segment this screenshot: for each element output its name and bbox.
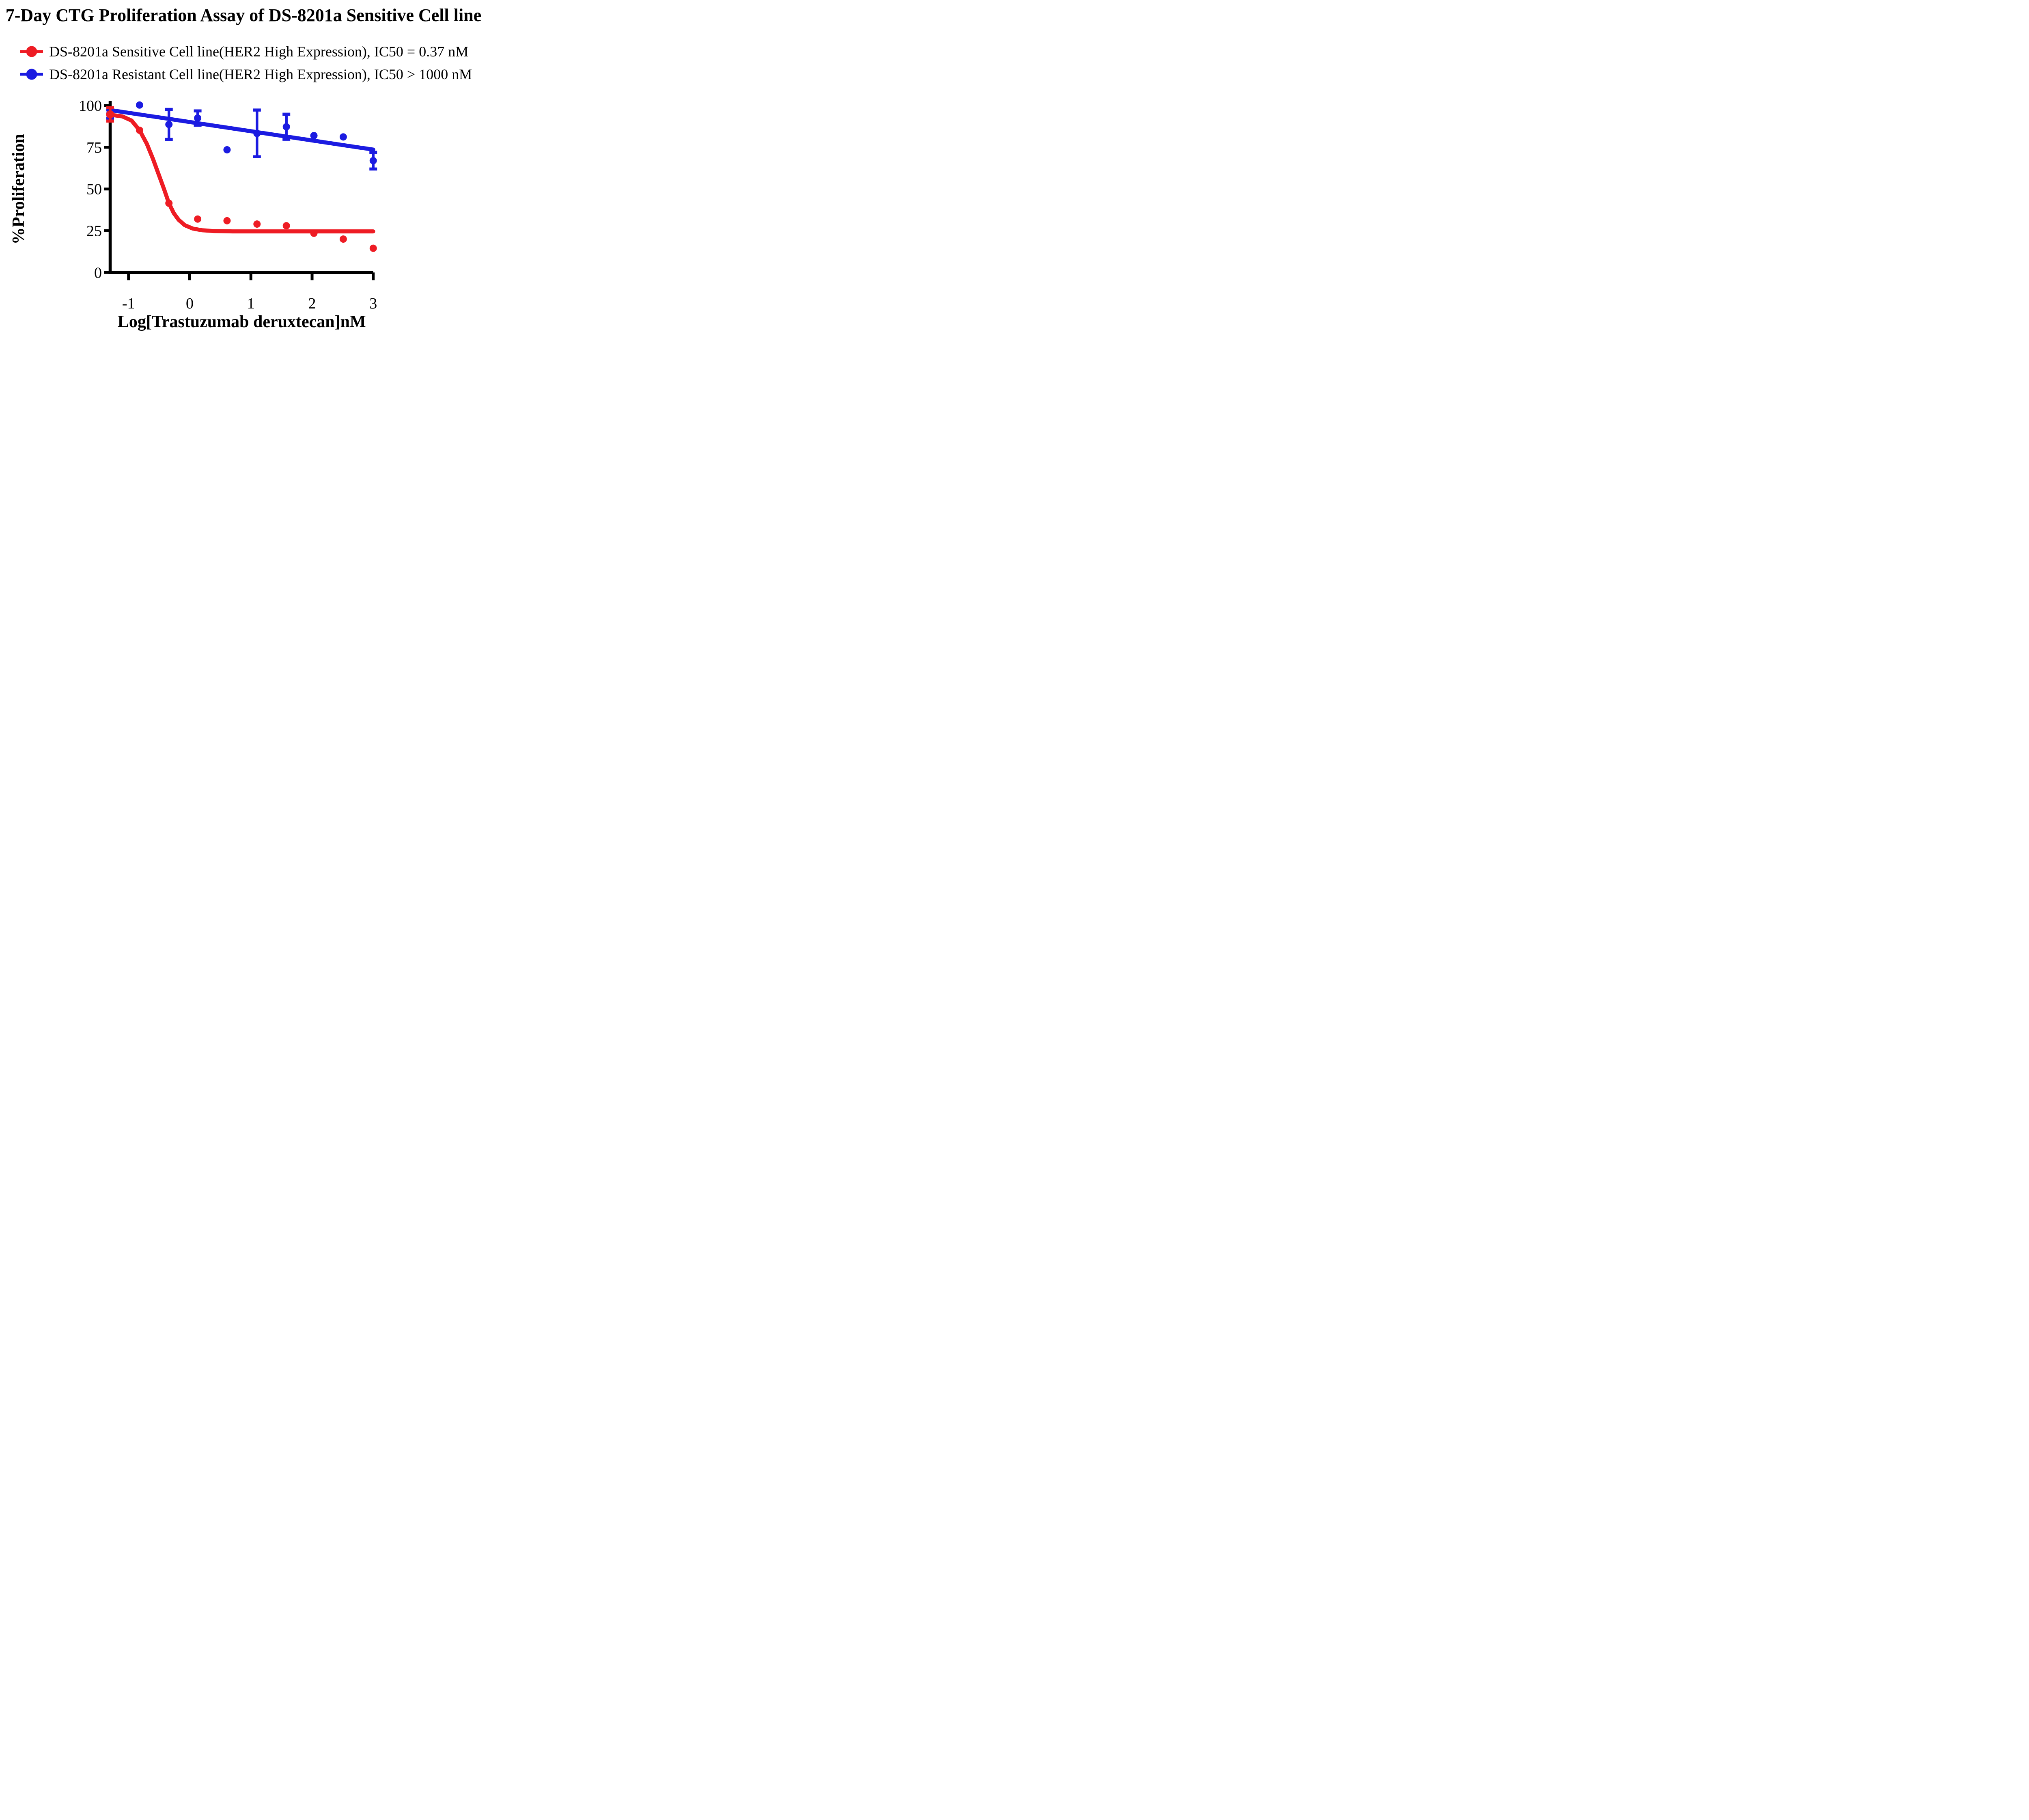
legend-label-resistant: DS-8201a Resistant Cell line(HER2 High E… (49, 66, 472, 82)
y-tick-label: 75 (86, 139, 102, 156)
x-tick-label: 3 (369, 295, 377, 312)
fit-curve-1 (108, 108, 375, 152)
figure: 7-Day CTG Proliferation Assay of DS-8201… (0, 0, 487, 331)
data-point (282, 123, 290, 131)
y-tick-label: 0 (94, 264, 102, 281)
data-point (165, 199, 173, 207)
y-tick-label: 25 (86, 222, 102, 239)
data-point (253, 220, 261, 228)
y-axis-title: %Proliferation (9, 134, 28, 244)
legend-item-resistant: DS-8201a Resistant Cell line(HER2 High E… (20, 63, 472, 86)
legend-marker-sensitive-icon (20, 46, 43, 57)
legend-item-sensitive: DS-8201a Sensitive Cell line(HER2 High E… (20, 40, 472, 63)
legend: DS-8201a Sensitive Cell line(HER2 High E… (20, 40, 472, 86)
x-tick-label: 2 (308, 295, 316, 312)
legend-dot (26, 69, 37, 80)
y-tick-label: 50 (86, 181, 102, 198)
x-tick-label: 0 (186, 295, 194, 312)
data-point (253, 129, 261, 137)
x-tick-label: -1 (122, 295, 135, 312)
data-point (369, 157, 377, 164)
data-point (223, 146, 231, 154)
legend-label-sensitive: DS-8201a Sensitive Cell line(HER2 High E… (49, 43, 469, 60)
data-point (165, 121, 173, 128)
data-point (282, 222, 290, 230)
data-point (339, 235, 347, 243)
data-point (223, 217, 231, 224)
data-point (106, 110, 114, 119)
data-point (136, 126, 143, 134)
x-axis-title: Log[Trastuzumab deruxtecan]nM (118, 313, 366, 331)
legend-dot (26, 46, 37, 57)
x-tick-label: 1 (247, 295, 255, 312)
data-point (136, 101, 143, 109)
fit-curve-0 (108, 112, 375, 234)
legend-marker-resistant-icon (20, 69, 43, 80)
data-point (310, 229, 318, 237)
data-point (310, 132, 318, 140)
data-point (194, 215, 202, 223)
data-point (194, 114, 202, 122)
chart-title: 7-Day CTG Proliferation Assay of DS-8201… (5, 5, 482, 25)
data-point (369, 244, 377, 252)
data-point (339, 133, 347, 141)
y-tick-label: 100 (79, 97, 102, 114)
